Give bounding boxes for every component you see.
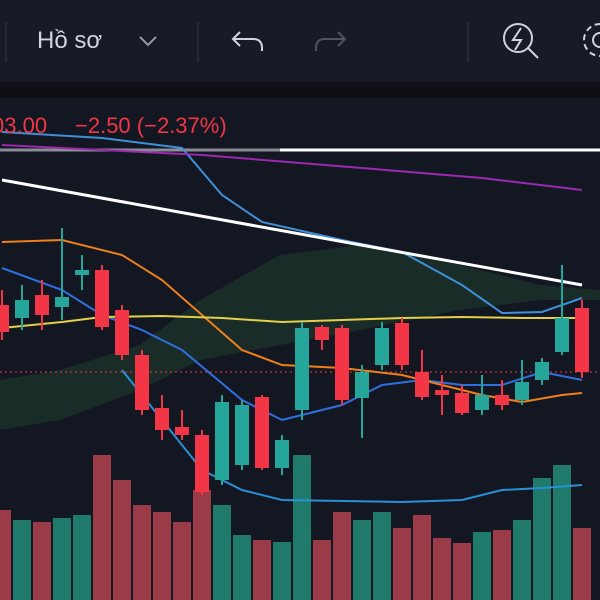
volume-bar bbox=[153, 512, 171, 600]
candle-body bbox=[555, 318, 569, 352]
divider bbox=[0, 82, 600, 98]
candle-body bbox=[115, 310, 129, 355]
volume-bar bbox=[533, 478, 551, 600]
volume-bar bbox=[53, 518, 71, 600]
volume-bar bbox=[0, 510, 11, 600]
volume-bar bbox=[573, 528, 591, 600]
price-change: −2.50 (−2.37%) bbox=[75, 113, 227, 138]
chevron[interactable] bbox=[139, 36, 157, 47]
volume-bar bbox=[73, 515, 91, 600]
price: 03.00 bbox=[0, 113, 47, 138]
redo-icon[interactable] bbox=[315, 31, 347, 51]
indicator-line bbox=[1, 178, 583, 287]
volume-bar bbox=[113, 480, 131, 600]
candle-body bbox=[475, 395, 489, 410]
candle-body bbox=[375, 328, 389, 365]
candle-body bbox=[15, 300, 29, 318]
volume-bar bbox=[353, 520, 371, 600]
candle-body bbox=[335, 328, 349, 400]
volume-bar bbox=[493, 530, 511, 600]
candle-body bbox=[395, 323, 409, 365]
indicator-line bbox=[1, 238, 583, 404]
candle-body bbox=[95, 270, 109, 327]
candle-body bbox=[455, 393, 469, 413]
volume-bar bbox=[173, 522, 191, 600]
candle-body bbox=[255, 397, 269, 468]
candle-body bbox=[55, 297, 69, 307]
indicator-line bbox=[1, 314, 582, 329]
candle-body bbox=[195, 435, 209, 492]
candle-body bbox=[215, 402, 229, 480]
toolbar bbox=[0, 0, 600, 82]
volume-bar bbox=[253, 540, 271, 600]
candle-body bbox=[0, 305, 9, 332]
quick-search-icon[interactable] bbox=[503, 23, 539, 59]
candle-body bbox=[495, 395, 509, 405]
volume-bar bbox=[213, 505, 231, 600]
candle-body bbox=[575, 308, 589, 372]
candle-body bbox=[155, 408, 169, 430]
indicator-line bbox=[121, 369, 583, 504]
candle-body bbox=[175, 427, 189, 435]
volume-bar bbox=[513, 520, 531, 600]
candle-body bbox=[35, 295, 49, 315]
price-readout: 03.00 −2.50 (−2.37%) bbox=[0, 113, 227, 138]
candle-body bbox=[75, 270, 89, 275]
candle-body bbox=[535, 362, 549, 380]
volume-bar bbox=[33, 522, 51, 600]
volume-bar bbox=[413, 515, 431, 600]
volume-bar bbox=[553, 465, 571, 600]
volume-bar bbox=[93, 455, 111, 600]
volume-bar bbox=[473, 532, 491, 600]
volume-bar bbox=[273, 542, 291, 600]
indicator-line bbox=[1, 131, 583, 315]
volume-bar bbox=[433, 538, 451, 600]
candle-body bbox=[235, 405, 249, 465]
volume-bar bbox=[13, 520, 31, 600]
volume-bar bbox=[193, 490, 211, 600]
candle-body bbox=[315, 327, 329, 340]
candle-body bbox=[135, 355, 149, 410]
volume-bar bbox=[313, 540, 331, 600]
volume-bar bbox=[333, 512, 351, 600]
volume-bar bbox=[133, 505, 151, 600]
candle-body bbox=[275, 440, 289, 468]
settings-icon[interactable] bbox=[583, 23, 600, 57]
volume-bar bbox=[453, 543, 471, 600]
candle-body bbox=[295, 328, 309, 410]
indicator-line bbox=[1, 144, 583, 191]
volume-bar bbox=[373, 512, 391, 600]
candle-body bbox=[435, 390, 449, 395]
candle-body bbox=[415, 372, 429, 397]
candle-body bbox=[515, 382, 529, 400]
undo-icon[interactable] bbox=[231, 31, 263, 51]
volume-bar bbox=[233, 535, 251, 600]
candle-body bbox=[355, 372, 369, 398]
profile-button[interactable]: Hồ sơ bbox=[37, 27, 102, 54]
volume-bar bbox=[393, 528, 411, 600]
volume-bar bbox=[293, 455, 311, 600]
